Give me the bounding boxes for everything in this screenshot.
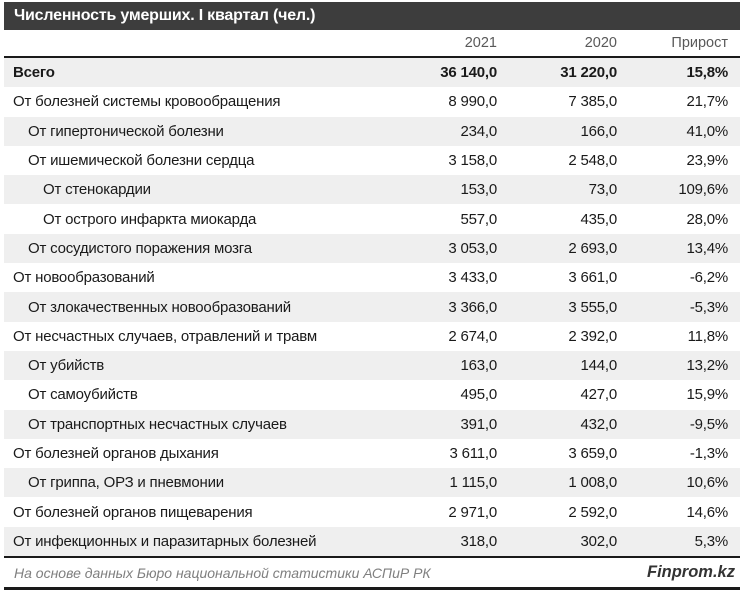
footer: На основе данных Бюро национальной стати…: [4, 556, 740, 591]
column-header-2021: 2021: [464, 35, 497, 51]
table-row: От убийств 163,0 144,0 13,2%: [4, 350, 740, 381]
value-growth: 11,8%: [687, 327, 729, 345]
value-2020: 2 548,0: [568, 152, 617, 170]
column-header-growth: Прирост: [671, 35, 728, 51]
value-2020: 2 392,0: [568, 327, 617, 345]
row-label: От несчастных случаев, отравлений и трав…: [13, 327, 317, 345]
value-growth: 109,6%: [678, 181, 728, 199]
row-label: От гриппа, ОРЗ и пневмонии: [28, 474, 224, 492]
value-2021: 318,0: [460, 532, 497, 550]
table-row: От болезней органов пищеварения 2 971,0 2 …: [4, 497, 740, 526]
value-2021: 557,0: [460, 210, 497, 228]
value-2020: 2 693,0: [568, 239, 617, 257]
row-label: От злокачественных новообразований: [28, 298, 291, 316]
table-row: От ишемической болезни сердца 3 158,0 2 54…: [4, 146, 740, 175]
table-row: От гриппа, ОРЗ и пневмонии 1 115,0 1 008,0…: [4, 468, 740, 498]
column-header-2020: 2020: [584, 35, 617, 51]
value-2020: 435,0: [580, 210, 617, 228]
value-2021: 3 158,0: [448, 152, 497, 170]
value-growth: 15,9%: [686, 386, 728, 404]
row-label: От гипертонической болезни: [28, 122, 224, 140]
row-label: От болезней органов дыхания: [13, 445, 219, 462]
value-growth: -1,3%: [689, 445, 728, 462]
table-row: От злокачественных новообразований 3 366,…: [4, 292, 740, 322]
value-2020: 144,0: [580, 357, 617, 375]
column-header-row: 2021 2020 Прирост: [4, 30, 740, 58]
value-2020: 3 659,0: [568, 445, 617, 462]
row-label: От убийств: [28, 357, 105, 375]
value-2020: 432,0: [580, 415, 617, 433]
table-row: От новообразований 3 433,0 3 661,0 -6,2%: [4, 263, 740, 292]
value-2020: 427,0: [580, 386, 617, 404]
value-growth: 41,0%: [686, 122, 728, 140]
value-2021: 495,0: [460, 386, 497, 404]
value-growth: 21,7%: [686, 93, 728, 111]
table-row: От самоубийств 495,0 427,0 15,9%: [4, 380, 740, 409]
row-label: От транспортных несчастных случаев: [28, 415, 287, 433]
value-growth: 10,6%: [686, 474, 728, 492]
value-2020: 1 008,0: [568, 474, 617, 492]
table-row: Всего 36 140,0 31 220,0 15,8%: [4, 58, 740, 88]
value-growth: 23,9%: [686, 152, 728, 170]
value-growth: 5,3%: [694, 532, 729, 550]
value-2021: 1 115,0: [449, 474, 497, 492]
title-bar: Численность умерших. I квартал (чел.): [4, 2, 740, 30]
value-2020: 166,0: [580, 122, 617, 140]
value-growth: 13,4%: [686, 239, 728, 257]
value-2021: 3 433,0: [448, 269, 497, 287]
value-2020: 3 661,0: [568, 269, 617, 287]
row-label: Всего: [13, 64, 55, 82]
value-growth: -5,3%: [689, 298, 728, 316]
value-2021: 234,0: [460, 122, 497, 140]
row-label: От острого инфаркта миокарда: [43, 210, 257, 228]
value-2020: 302,0: [580, 532, 617, 550]
value-growth: 14,6%: [686, 503, 728, 521]
table-row: От болезней системы кровообращения 8 990,…: [4, 87, 740, 116]
value-growth: -6,2%: [689, 269, 728, 287]
value-2021: 8 990,0: [448, 93, 497, 111]
value-2020: 3 555,0: [568, 298, 617, 316]
table-row: От инфекционных и паразитарных болезней 3…: [4, 526, 740, 557]
data-source-note: На основе данных Бюро национальной стати…: [14, 564, 431, 581]
value-2020: 2 592,0: [568, 503, 617, 521]
value-growth: 15,8%: [686, 64, 728, 82]
brand-logo: Finprom.kz: [646, 563, 735, 582]
value-2021: 391,0: [460, 415, 497, 433]
value-growth: -9,5%: [689, 415, 728, 433]
table-row: От сосудистого поражения мозга 3 053,0 2 6…: [4, 233, 740, 264]
row-label: От инфекционных и паразитарных болезней: [13, 532, 317, 550]
row-label: От ишемической болезни сердца: [28, 152, 255, 170]
row-label: От болезней органов пищеварения: [13, 503, 253, 521]
value-2021: 3 366,0: [448, 298, 497, 316]
value-2020: 73,0: [588, 181, 618, 199]
value-2021: 3 053,0: [448, 239, 497, 257]
table-row: От стенокардии 153,0 73,0 109,6%: [4, 175, 740, 205]
value-2021: 3 611,0: [449, 445, 497, 462]
value-2020: 31 220,0: [560, 64, 617, 82]
row-label: От новообразований: [13, 269, 155, 287]
value-2021: 163,0: [460, 357, 497, 375]
value-2021: 2 971,0: [448, 503, 497, 521]
value-growth: 28,0%: [686, 210, 728, 228]
value-2021: 153,0: [460, 181, 497, 199]
value-2021: 36 140,0: [440, 64, 497, 82]
value-2020: 7 385,0: [568, 93, 617, 111]
value-2021: 2 674,0: [448, 327, 497, 345]
value-growth: 13,2%: [686, 357, 728, 375]
row-label: От самоубийств: [28, 386, 138, 404]
table-body: Всего 36 140,0 31 220,0 15,8% От болезней си…: [4, 58, 740, 557]
table-row: От острого инфаркта миокарда 557,0 435,0 28…: [4, 204, 740, 233]
table-row: От гипертонической болезни 234,0 166,0 41,0…: [4, 116, 740, 146]
row-label: От болезней системы кровообращения: [13, 93, 281, 111]
table-row: От несчастных случаев, отравлений и трав…: [4, 322, 740, 351]
table-row: От болезней органов дыхания 3 611,0 3 659,…: [4, 439, 740, 468]
table-row: От транспортных несчастных случаев 391,0 4…: [4, 409, 740, 439]
page-title: Численность умерших. I квартал (чел.): [14, 7, 316, 24]
row-label: От сосудистого поражения мозга: [28, 239, 252, 257]
row-label: От стенокардии: [43, 181, 151, 199]
